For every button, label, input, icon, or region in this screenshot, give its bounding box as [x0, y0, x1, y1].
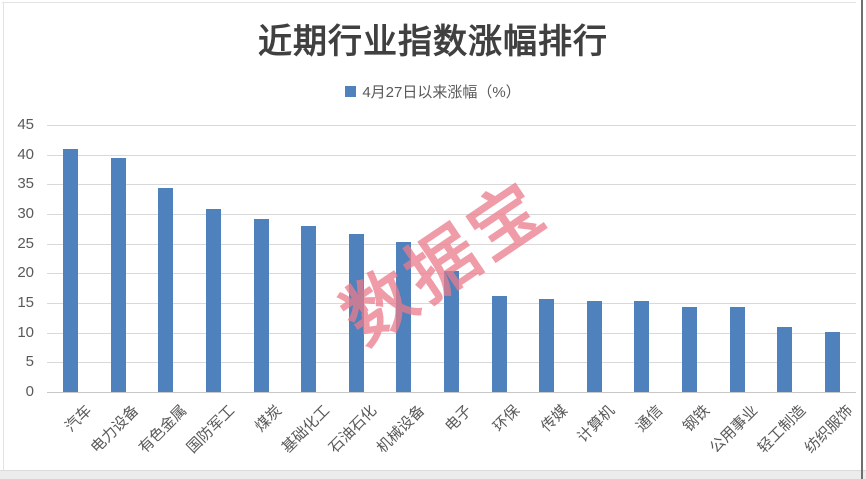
y-tick-label: 0	[25, 383, 34, 400]
x-tick-label: 电子	[442, 402, 476, 436]
bar	[682, 306, 698, 392]
y-tick-label: 15	[17, 294, 34, 311]
x-tick-label: 通信	[632, 402, 666, 436]
x-tick-label: 石油石化	[325, 402, 381, 457]
bar-slot	[666, 306, 714, 392]
gridline	[47, 392, 856, 393]
bar	[301, 226, 317, 392]
bar-slot	[333, 233, 381, 392]
x-tick-label: 国防军工	[183, 402, 238, 457]
window-right-border	[861, 0, 863, 479]
bar-slot	[380, 242, 428, 392]
legend: 4月27日以来涨幅（%）	[0, 81, 866, 102]
gridline	[47, 184, 856, 186]
y-tick-label: 10	[17, 323, 34, 341]
bar	[491, 295, 507, 392]
legend-swatch-icon	[345, 86, 357, 97]
bar-slot	[523, 299, 571, 392]
bar-slot	[475, 295, 523, 392]
bar	[539, 299, 555, 392]
window-top-border	[2, 2, 856, 3]
bottom-strip	[0, 470, 866, 479]
y-tick-label: 30	[17, 205, 34, 222]
y-tick-label: 45	[17, 116, 34, 133]
bar	[253, 219, 269, 392]
x-tick-label: 机械设备	[373, 402, 429, 457]
bar	[158, 187, 174, 392]
bar	[110, 157, 126, 392]
bar	[586, 300, 602, 392]
y-tick-label: 40	[17, 145, 34, 163]
bar-slot	[237, 219, 285, 392]
x-tick-label: 计算机	[574, 402, 619, 446]
bar-slot	[809, 332, 857, 392]
x-tick-label: 环保	[489, 402, 524, 436]
gridline	[47, 154, 856, 156]
bar-slot	[618, 301, 666, 392]
bar	[396, 242, 412, 392]
y-tick-label: 5	[25, 353, 34, 371]
bar	[206, 209, 222, 392]
bar-slot	[95, 157, 143, 392]
x-tick-label: 基础化工	[278, 402, 333, 457]
x-tick-label: 汽车	[61, 402, 95, 436]
x-tick-label: 钢铁	[680, 402, 714, 436]
bar	[634, 301, 650, 392]
bar	[63, 149, 79, 392]
legend-label: 4月27日以来涨幅（%）	[362, 84, 521, 101]
bar	[348, 233, 364, 392]
bar-slot	[713, 306, 761, 392]
bar-slot	[47, 149, 95, 392]
x-tick-label: 电力设备	[88, 402, 143, 457]
chart-title: 近期行业指数涨幅排行	[258, 23, 608, 61]
x-tick-label: 有色金属	[135, 402, 191, 457]
gridline	[47, 125, 856, 126]
gridline	[47, 243, 856, 245]
bar-slot	[190, 209, 238, 392]
bar-slot	[571, 300, 619, 392]
plot-area	[47, 125, 856, 393]
bar	[777, 327, 793, 392]
window-left-border	[3, 2, 4, 470]
bar-slot	[761, 327, 809, 392]
x-tick-label: 煤炭	[252, 402, 286, 436]
bars-container	[47, 125, 856, 392]
bar-slot	[285, 226, 333, 392]
bar	[444, 270, 460, 392]
bar-slot	[142, 187, 190, 392]
x-tick-label: 传媒	[537, 402, 571, 436]
y-tick-label: 35	[17, 175, 34, 193]
bar	[729, 306, 745, 392]
bar-slot	[428, 270, 476, 392]
y-tick-label: 20	[17, 264, 34, 282]
x-tick-label: 纺织服饰	[801, 402, 857, 457]
bar	[824, 332, 840, 392]
gridline	[47, 214, 856, 215]
x-tick-label: 轻工制造	[754, 402, 809, 457]
x-tick-label: 公用事业	[706, 402, 762, 457]
y-tick-label: 25	[17, 234, 34, 252]
